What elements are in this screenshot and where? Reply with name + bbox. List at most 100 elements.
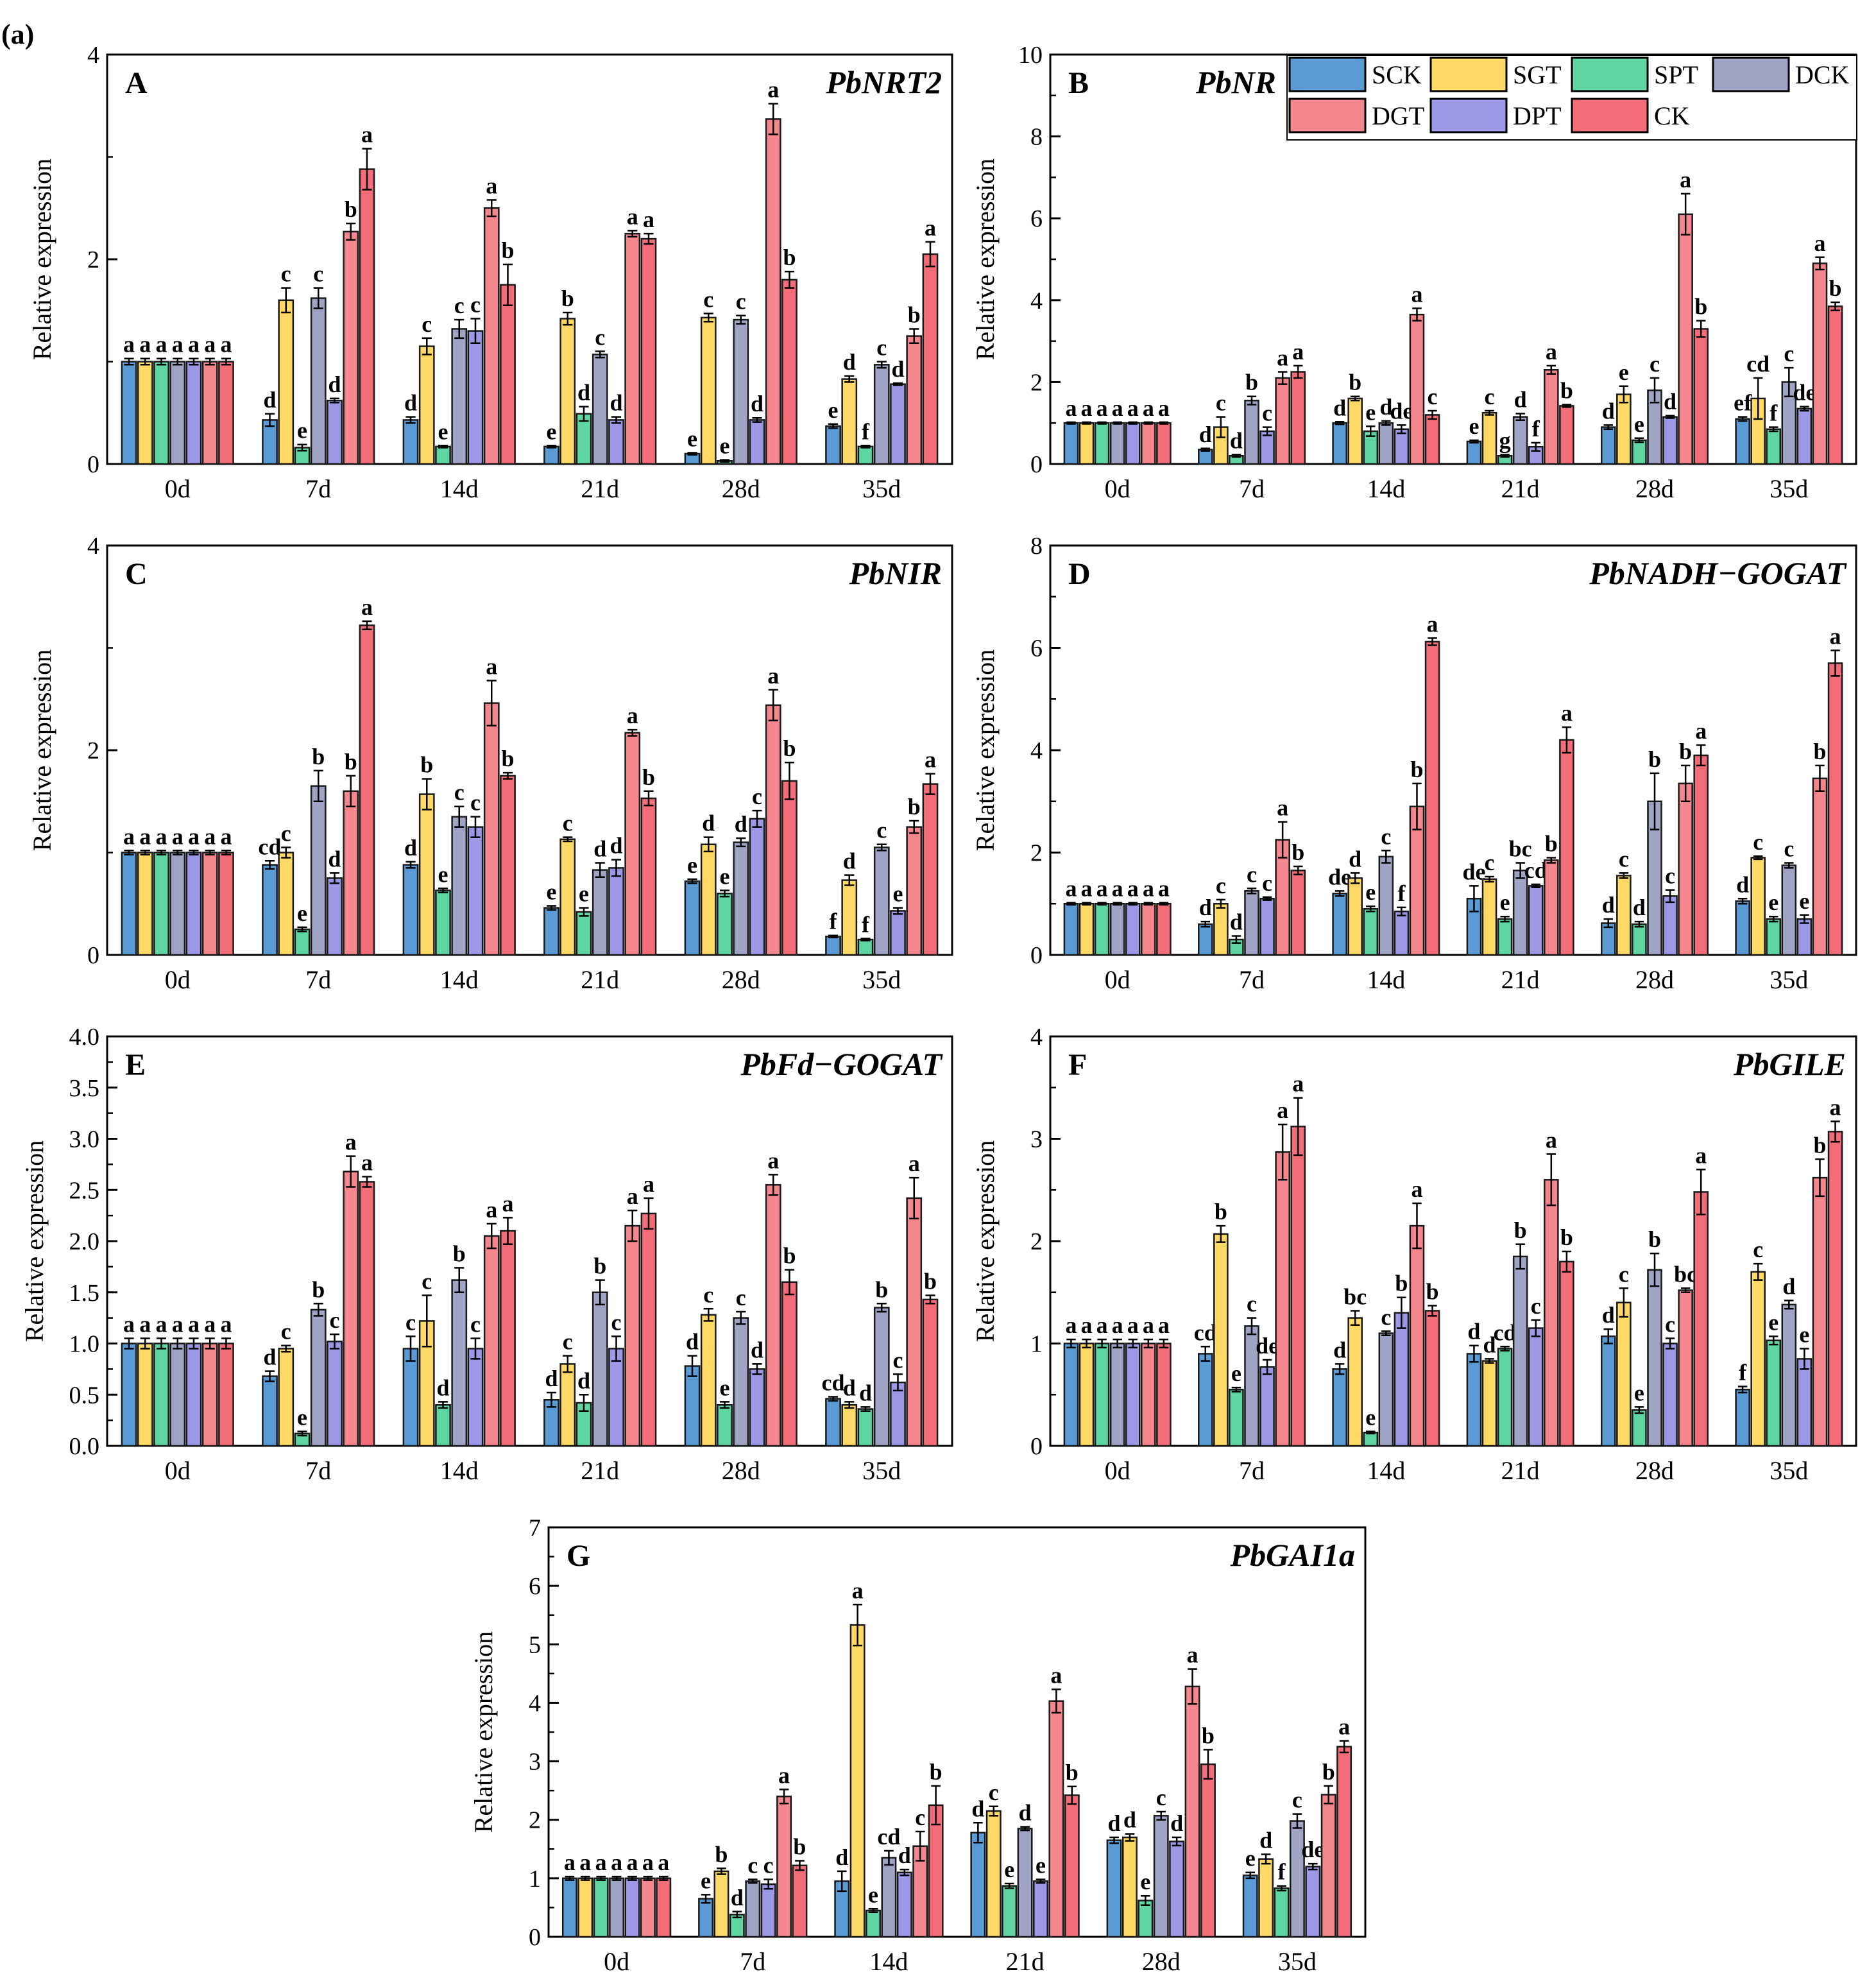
error-bar — [1082, 421, 1091, 425]
error-bar — [546, 905, 557, 911]
x-tick-label: 0d — [1105, 965, 1130, 994]
bar-ck-7d — [1290, 870, 1306, 956]
bar-dpt-35d — [1796, 408, 1812, 465]
significance-label: b — [1813, 739, 1826, 764]
error-bar — [703, 1308, 713, 1322]
error-bar — [1335, 1363, 1345, 1375]
bar-dpt-21d — [608, 1348, 624, 1447]
bar-ck-0d — [656, 1877, 672, 1938]
bar-dpt-35d — [890, 910, 906, 956]
error-bar — [1247, 1317, 1257, 1335]
error-bar — [281, 846, 291, 859]
error-bar — [909, 820, 919, 834]
significance-label: d — [1514, 387, 1527, 413]
y-tick-label: 0 — [87, 451, 99, 478]
significance-label: a — [611, 1850, 622, 1875]
bar-spt-0d — [153, 852, 169, 956]
significance-label: b — [312, 744, 325, 769]
error-bar — [1082, 1338, 1091, 1349]
bar-sgt-28d — [700, 316, 717, 465]
x-tick-label: 0d — [165, 474, 191, 503]
significance-label: d — [264, 387, 277, 413]
significance-label: a — [188, 1312, 200, 1337]
bar-dck-35d — [873, 846, 890, 956]
significance-label: e — [687, 425, 697, 451]
error-bar — [1500, 1346, 1510, 1352]
significance-label: d — [436, 1375, 449, 1400]
legend-label-ck: CK — [1654, 101, 1690, 130]
significance-label: de — [1301, 1837, 1324, 1862]
significance-label: b — [561, 286, 574, 311]
significance-label: c — [470, 790, 481, 816]
significance-label: a — [188, 332, 200, 357]
error-bar — [1350, 395, 1360, 402]
bar-spt-28d — [717, 893, 733, 956]
significance-label: d — [1633, 895, 1646, 920]
significance-label: c — [752, 784, 762, 809]
bar-dck-14d — [1378, 1332, 1394, 1447]
error-bar — [1397, 424, 1406, 434]
significance-label: a — [1096, 1312, 1108, 1338]
error-bar — [281, 287, 291, 314]
significance-label: b — [793, 1834, 806, 1860]
bar-sgt-0d — [1079, 422, 1095, 465]
error-bar — [595, 862, 605, 879]
significance-label: b — [1560, 1224, 1573, 1250]
significance-label: c — [876, 818, 887, 843]
significance-label: c — [563, 811, 573, 836]
x-tick-label: 7d — [305, 474, 331, 503]
y-tick-label: 1 — [529, 1866, 541, 1893]
significance-label: c — [915, 1805, 925, 1830]
error-bar — [1815, 256, 1825, 271]
error-bar — [1650, 772, 1660, 830]
bar-sck-7d — [1197, 449, 1213, 465]
error-bar — [362, 620, 372, 631]
error-bar — [1412, 782, 1422, 830]
significance-label: b — [1648, 746, 1661, 772]
bar-spt-35d — [1766, 428, 1782, 465]
significance-label: f — [1397, 880, 1406, 906]
y-axis-label: Relative expression — [28, 649, 56, 851]
significance-label: f — [862, 911, 870, 937]
error-bar — [973, 1822, 983, 1844]
significance-label: a — [1127, 1312, 1139, 1338]
bar-dpt-14d — [896, 1871, 912, 1938]
error-bar — [644, 1197, 654, 1230]
significance-label: a — [1158, 1312, 1170, 1338]
error-bar — [703, 836, 713, 853]
significance-label: d — [1602, 1302, 1615, 1328]
error-bar — [1381, 1330, 1391, 1336]
bar-ck-28d — [781, 1281, 797, 1447]
significance-label: b — [312, 1276, 325, 1302]
error-bar — [779, 1789, 789, 1805]
significance-label: b — [1426, 1278, 1439, 1304]
bar-sgt-35d — [841, 1404, 858, 1447]
bar-sgt-35d — [841, 879, 858, 956]
significance-label: cd — [1494, 1319, 1517, 1345]
error-bar — [1784, 1300, 1794, 1310]
significance-label: e — [1004, 1857, 1014, 1882]
error-bar — [1052, 1688, 1061, 1714]
bar-dgt-35d — [906, 1197, 923, 1447]
error-bar — [925, 773, 935, 795]
significance-label: a — [1096, 395, 1108, 421]
bar-dpt-0d — [624, 1877, 640, 1938]
significance-label: d — [843, 349, 856, 375]
significance-label: e — [828, 397, 839, 423]
y-tick-label: 0.0 — [69, 1433, 100, 1460]
significance-label: d — [1019, 1800, 1032, 1826]
y-tick-label: 0 — [529, 1924, 541, 1951]
error-bar — [346, 1155, 356, 1188]
error-bar — [1500, 454, 1510, 458]
error-bar — [140, 1337, 150, 1350]
error-bar — [1603, 918, 1613, 929]
gene-title: PbGAI1a — [1230, 1537, 1355, 1573]
significance-label: de — [1462, 859, 1485, 884]
error-bar — [1485, 1358, 1494, 1364]
error-bar — [768, 103, 778, 135]
bar-dck-21d — [1512, 1255, 1528, 1447]
significance-label: b — [1813, 1132, 1826, 1158]
significance-label: c — [1784, 341, 1794, 366]
significance-label: c — [1753, 829, 1763, 855]
significance-label: bc — [1509, 836, 1532, 861]
